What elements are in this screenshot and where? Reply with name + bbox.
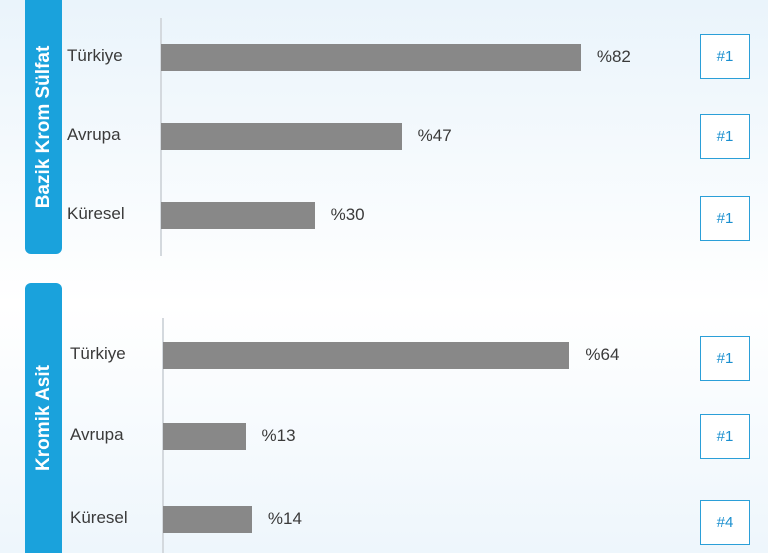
category-label: Türkiye	[67, 46, 123, 65]
chart-title: Kromik Asit	[32, 365, 54, 471]
chart-title: Bazik Krom Sülfat	[32, 45, 54, 209]
value-label: %30	[330, 205, 365, 224]
bar	[161, 123, 402, 150]
category-axis-line	[160, 18, 162, 256]
bar	[163, 423, 246, 450]
value-label: %47	[417, 126, 452, 145]
category-axis-line	[162, 318, 164, 553]
rank-badge: #1	[700, 114, 750, 159]
section-tab: Bazik Krom Sülfat	[25, 0, 62, 254]
category-label: Avrupa	[67, 125, 121, 144]
rank-badge: #1	[700, 196, 750, 241]
category-label: Avrupa	[70, 425, 124, 444]
bar	[163, 506, 252, 533]
bar	[161, 44, 581, 71]
rank-badge: #4	[700, 500, 750, 545]
value-label: %14	[267, 509, 302, 528]
section-tab: Kromik Asit	[25, 283, 62, 553]
category-label: Küresel	[67, 204, 125, 223]
bar	[161, 202, 315, 229]
value-label: %13	[261, 426, 296, 445]
rank-badge: #1	[700, 336, 750, 381]
rank-badge: #1	[700, 414, 750, 459]
rank-badge: #1	[700, 34, 750, 79]
category-label: Küresel	[70, 508, 128, 527]
bar	[163, 342, 570, 369]
category-label: Türkiye	[70, 344, 126, 363]
value-label: %82	[596, 47, 631, 66]
chart-panel-bazik-krom-sulfat: Bazik Krom Sülfat Türkiye %82 #1 Avrupa %47 #…	[0, 0, 768, 270]
value-label: %64	[585, 345, 620, 364]
chart-panel-kromik-asit: Kromik Asit Türkiye %64 #1 Avrupa %13 #1 Küres…	[0, 283, 768, 553]
